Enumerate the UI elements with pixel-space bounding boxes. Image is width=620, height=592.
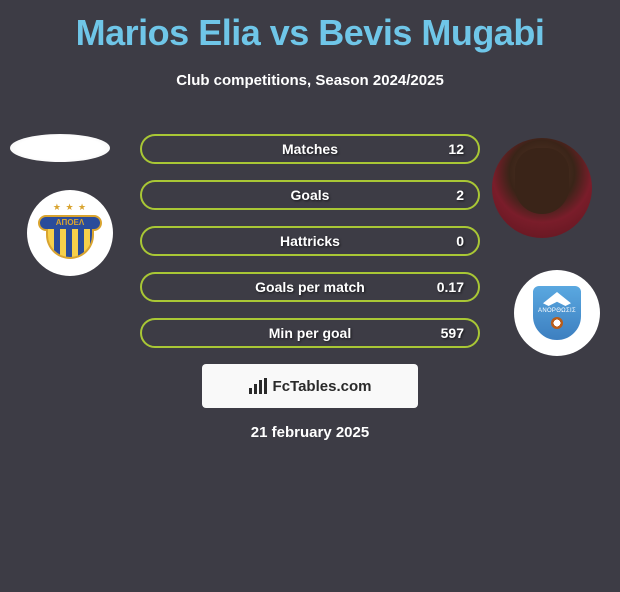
chart-icon [249, 378, 267, 394]
stat-label: Goals [291, 187, 330, 203]
stat-label: Goals per match [255, 279, 365, 295]
stat-row: Hattricks 0 [140, 226, 480, 256]
stat-row: Matches 12 [140, 134, 480, 164]
brand-badge[interactable]: FcTables.com [202, 364, 418, 408]
eagle-icon [543, 292, 571, 306]
stat-value-right: 0.17 [437, 279, 464, 295]
stat-value-right: 2 [456, 187, 464, 203]
player-right-avatar [492, 138, 592, 238]
club-left-stripes [46, 229, 94, 259]
club-right-badge: ΑΝΟΡΘΩΣΙΣ [514, 270, 600, 356]
stat-label: Min per goal [269, 325, 351, 341]
stat-row: Min per goal 597 [140, 318, 480, 348]
stat-value-right: 12 [448, 141, 464, 157]
stat-label: Matches [282, 141, 338, 157]
stat-row: Goals per match 0.17 [140, 272, 480, 302]
stat-value-right: 0 [456, 233, 464, 249]
stat-value-right: 597 [441, 325, 464, 341]
brand-label: FcTables.com [273, 378, 372, 395]
page-title: Marios Elia vs Bevis Mugabi [0, 12, 620, 54]
ball-icon [551, 317, 563, 329]
star-icon: ★ ★ ★ [53, 202, 87, 213]
club-right-label: ΑΝΟΡΘΩΣΙΣ [538, 308, 576, 314]
subtitle: Club competitions, Season 2024/2025 [0, 72, 620, 89]
player-left-avatar [10, 134, 110, 162]
stat-row: Goals 2 [140, 180, 480, 210]
date-label: 21 february 2025 [0, 424, 620, 441]
club-left-badge: ★ ★ ★ ΑΠΟΕΛ [27, 190, 113, 276]
stats-container: Matches 12 Goals 2 Hattricks 0 Goals per… [140, 134, 480, 364]
stat-label: Hattricks [280, 233, 340, 249]
